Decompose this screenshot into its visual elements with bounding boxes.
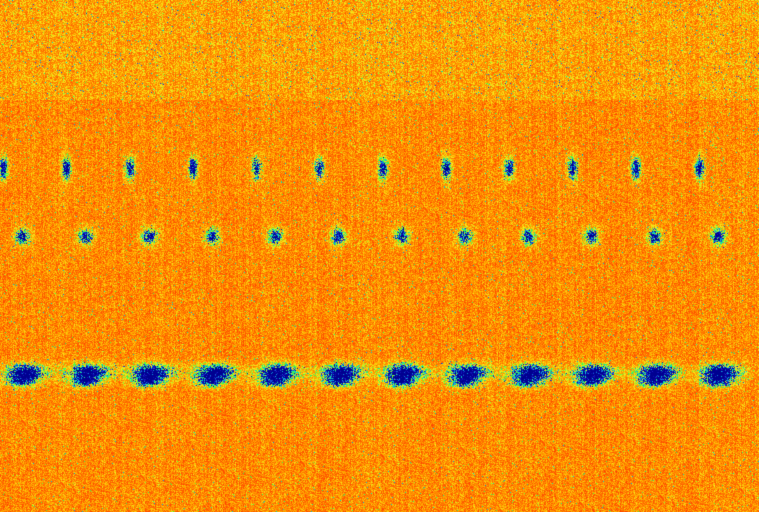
spectrogram-canvas xyxy=(0,0,759,512)
